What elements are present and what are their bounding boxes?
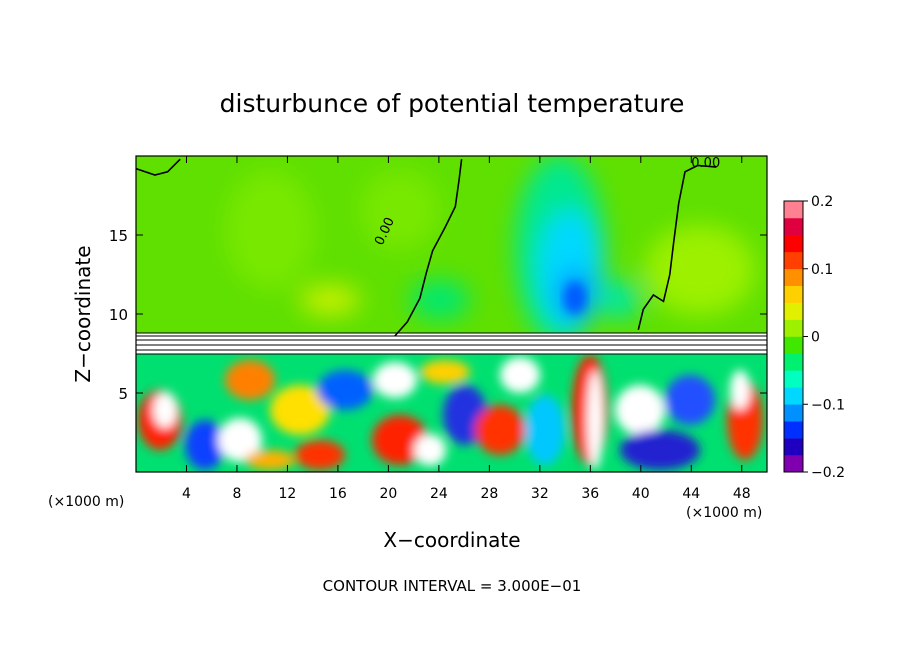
colorbar-tick-label: −0.1 (811, 397, 845, 413)
cool-plume-core (564, 282, 586, 314)
field-patch (360, 170, 440, 250)
contour-interval-annotation: CONTOUR INTERVAL = 3.000E−01 (323, 577, 582, 595)
field-patch (600, 280, 640, 320)
colorbar-cell (784, 201, 803, 219)
colorbar-cell (784, 438, 803, 456)
x-tick-label: 32 (531, 486, 549, 502)
x-unit-right: (×1000 m) (686, 505, 762, 521)
eddy (500, 357, 540, 393)
stable-layer-contours (136, 332, 767, 355)
eddy (372, 415, 428, 465)
field-patch (300, 285, 360, 315)
eddy (153, 392, 177, 428)
eddy (218, 418, 262, 462)
stable-layer-band (136, 333, 767, 354)
eddy (245, 450, 295, 470)
colorbar-ticks: −0.2 −0.1 0 0.1 0.2 (803, 194, 845, 481)
colorbar-tick-label: −0.2 (811, 465, 845, 481)
colorbar-cell (784, 234, 803, 253)
x-unit-left: (×1000 m) (48, 494, 124, 510)
y-tick-label: 15 (109, 227, 128, 245)
chart-title: disturbunce of potential temperature (220, 89, 685, 118)
eddy (295, 440, 345, 470)
eddy (730, 370, 750, 410)
x-tick-label: 4 (182, 486, 191, 502)
eddy (525, 395, 565, 465)
eddy (317, 370, 373, 410)
eddy (475, 405, 525, 455)
x-tick-label: 40 (632, 486, 650, 502)
field-patch (225, 170, 315, 290)
eddy (414, 434, 446, 466)
colorbar-cell (784, 387, 803, 405)
colorbar-tick-label: 0.2 (811, 194, 833, 210)
y-axis-ticks: 5 10 15 (109, 227, 767, 403)
colorbar: −0.2 −0.1 0 0.1 0.2 (783, 194, 845, 481)
field-patch (410, 280, 470, 320)
x-tick-label: 24 (430, 486, 448, 502)
lower-field-eddies (138, 355, 763, 470)
x-tick-label: 12 (279, 486, 297, 502)
eddy (420, 360, 470, 384)
x-tick-label: 28 (480, 486, 498, 502)
colorbar-cell (784, 421, 803, 439)
zero-contour (637, 164, 717, 330)
eddy (225, 360, 275, 400)
eddy (665, 375, 715, 425)
eddy (615, 385, 665, 435)
x-tick-label: 16 (329, 486, 347, 502)
colorbar-cell (784, 302, 803, 320)
contour-labels: 0.000.00 (372, 156, 720, 248)
y-tick-label: 10 (109, 306, 128, 324)
contour-label: 0.00 (691, 156, 720, 171)
colorbar-cell (784, 285, 803, 303)
zero-contour (136, 158, 181, 176)
colorbar-cell (784, 251, 803, 270)
eddy (185, 420, 225, 470)
colorbar-cell (784, 336, 803, 354)
x-tick-label: 44 (682, 486, 700, 502)
eddy (270, 385, 330, 435)
y-axis-label: Z−coordinate (71, 245, 95, 382)
colorbar-cell (784, 370, 803, 388)
x-tick-label: 36 (581, 486, 599, 502)
colorbar-cell (784, 268, 803, 286)
colorbar-cell (784, 217, 803, 236)
x-tick-label: 48 (733, 486, 751, 502)
field-patch (645, 225, 755, 315)
colorbar-tick-label: 0 (811, 330, 820, 346)
y-tick-label: 5 (118, 385, 128, 403)
eddy (620, 430, 700, 470)
x-tick-label: 20 (379, 486, 397, 502)
colorbar-cell (784, 404, 803, 422)
eddy (373, 362, 417, 398)
colorbar-cell (784, 319, 803, 337)
eddy (587, 370, 603, 470)
colorbar-tick-label: 0.1 (811, 262, 833, 278)
plot-area: 0.000.00 (136, 156, 767, 472)
colorbar-cell (784, 353, 803, 371)
x-tick-label: 8 (232, 486, 241, 502)
colorbar-cells (784, 201, 803, 473)
colorbar-cell (784, 455, 803, 473)
x-axis-label: X−coordinate (383, 528, 520, 552)
zero-contour (394, 159, 463, 337)
x-axis-ticks: 4 8 12 16 20 24 28 32 36 40 44 48 (182, 156, 751, 502)
